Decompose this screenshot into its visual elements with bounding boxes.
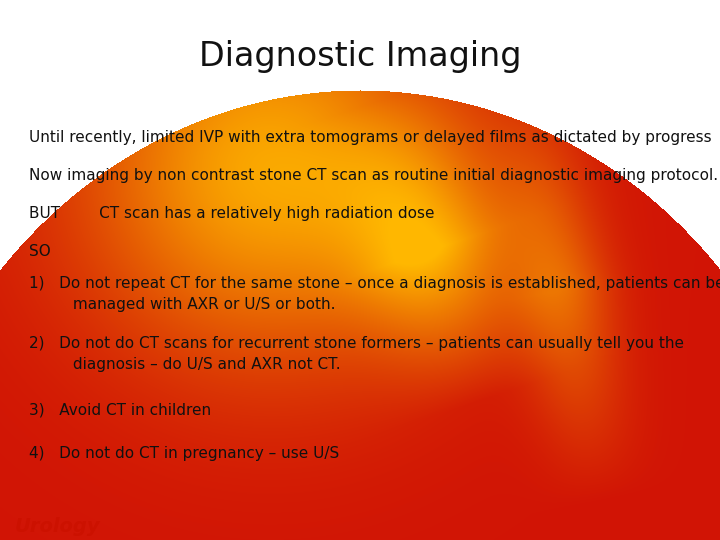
Text: Diagnostic Imaging: Diagnostic Imaging — [199, 40, 521, 73]
Text: Urology: Urology — [14, 517, 100, 536]
Text: 1)   Do not repeat CT for the same stone – once a diagnosis is established, pati: 1) Do not repeat CT for the same stone –… — [29, 276, 720, 312]
Text: SO: SO — [29, 244, 50, 259]
Text: 3)   Avoid CT in children: 3) Avoid CT in children — [29, 403, 211, 418]
Text: Now imaging by non contrast stone CT scan as routine initial diagnostic imaging : Now imaging by non contrast stone CT sca… — [29, 168, 718, 183]
Text: Until recently, limited IVP with extra tomograms or delayed films as dictated by: Until recently, limited IVP with extra t… — [29, 130, 711, 145]
Text: 2)   Do not do CT scans for recurrent stone formers – patients can usually tell : 2) Do not do CT scans for recurrent ston… — [29, 336, 684, 372]
Text: 4)   Do not do CT in pregnancy – use U/S: 4) Do not do CT in pregnancy – use U/S — [29, 446, 339, 461]
Text: BUT        CT scan has a relatively high radiation dose: BUT CT scan has a relatively high radiat… — [29, 206, 434, 221]
